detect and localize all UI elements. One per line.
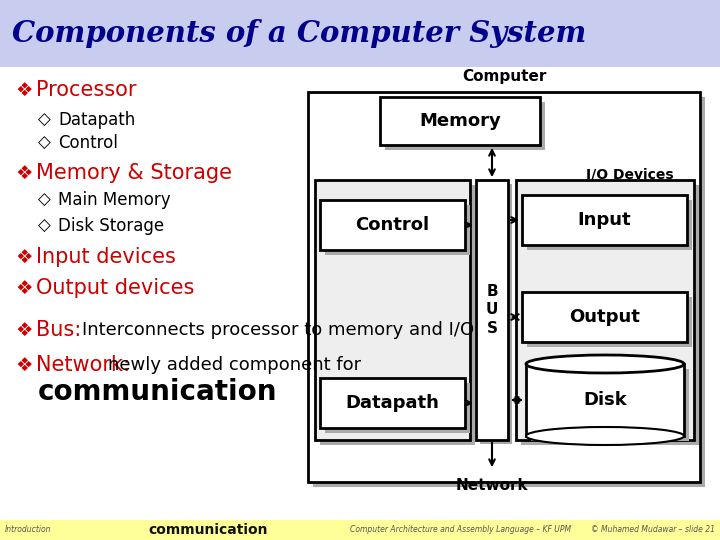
Text: Output devices: Output devices bbox=[36, 278, 194, 298]
Text: ◇: ◇ bbox=[38, 217, 50, 235]
Bar bbox=[0, 520, 720, 540]
Text: Disk: Disk bbox=[583, 391, 627, 409]
Ellipse shape bbox=[526, 427, 684, 445]
Text: ❖: ❖ bbox=[15, 164, 32, 183]
Bar bbox=[527, 200, 692, 250]
Text: Network:: Network: bbox=[36, 355, 130, 375]
Text: Introduction: Introduction bbox=[5, 525, 52, 535]
Text: Bus:: Bus: bbox=[36, 320, 81, 340]
Bar bbox=[476, 180, 508, 440]
Text: ❖: ❖ bbox=[15, 355, 32, 375]
Text: Interconnects processor to memory and I/O: Interconnects processor to memory and I/… bbox=[82, 321, 474, 339]
Bar bbox=[522, 292, 687, 342]
Bar bbox=[313, 97, 705, 487]
Bar bbox=[380, 97, 540, 145]
Bar bbox=[516, 180, 694, 440]
Text: ◇: ◇ bbox=[38, 191, 50, 209]
Text: B
U
S: B U S bbox=[486, 284, 498, 336]
Text: Computer: Computer bbox=[462, 69, 546, 84]
Bar bbox=[325, 383, 470, 433]
Bar bbox=[325, 205, 470, 255]
Text: Datapath: Datapath bbox=[346, 394, 439, 412]
Text: ❖: ❖ bbox=[15, 247, 32, 267]
Text: Memory: Memory bbox=[419, 112, 501, 130]
Text: Components of a Computer System: Components of a Computer System bbox=[12, 19, 586, 48]
Bar bbox=[527, 297, 692, 347]
Text: ❖: ❖ bbox=[15, 279, 32, 298]
Bar bbox=[320, 378, 465, 428]
Text: ◇: ◇ bbox=[38, 111, 50, 129]
Bar bbox=[522, 195, 687, 245]
Text: Output: Output bbox=[569, 308, 640, 326]
Bar bbox=[320, 200, 465, 250]
Text: communication: communication bbox=[38, 378, 277, 406]
Text: communication: communication bbox=[148, 523, 268, 537]
Text: Main Memory: Main Memory bbox=[58, 191, 171, 209]
Text: newly added component for: newly added component for bbox=[108, 356, 361, 374]
Bar bbox=[385, 102, 545, 150]
Text: Processor: Processor bbox=[359, 414, 426, 428]
Text: Input devices: Input devices bbox=[36, 247, 176, 267]
Text: Disk Storage: Disk Storage bbox=[58, 217, 164, 235]
Text: Network: Network bbox=[456, 478, 528, 493]
Text: ❖: ❖ bbox=[15, 321, 32, 340]
Text: ❖: ❖ bbox=[15, 80, 32, 99]
Text: Memory & Storage: Memory & Storage bbox=[36, 163, 232, 183]
Bar bbox=[0, 0, 720, 67]
Text: Datapath: Datapath bbox=[58, 111, 135, 129]
Bar bbox=[308, 92, 700, 482]
Bar bbox=[480, 184, 512, 444]
Ellipse shape bbox=[526, 355, 684, 373]
Text: © Muhamed Mudawar – slide 21: © Muhamed Mudawar – slide 21 bbox=[591, 525, 715, 535]
Text: I/O Devices: I/O Devices bbox=[586, 168, 674, 182]
Text: Processor: Processor bbox=[36, 80, 137, 100]
Text: Control: Control bbox=[356, 216, 430, 234]
Bar bbox=[526, 364, 684, 436]
Bar bbox=[315, 180, 470, 440]
Text: Input: Input bbox=[577, 211, 631, 229]
Bar bbox=[521, 185, 699, 445]
Text: ◇: ◇ bbox=[38, 134, 50, 152]
Text: Control: Control bbox=[58, 134, 118, 152]
Text: Computer Architecture and Assembly Language – KF UPM: Computer Architecture and Assembly Langu… bbox=[350, 525, 571, 535]
Bar bbox=[531, 369, 689, 441]
Bar bbox=[320, 185, 475, 445]
